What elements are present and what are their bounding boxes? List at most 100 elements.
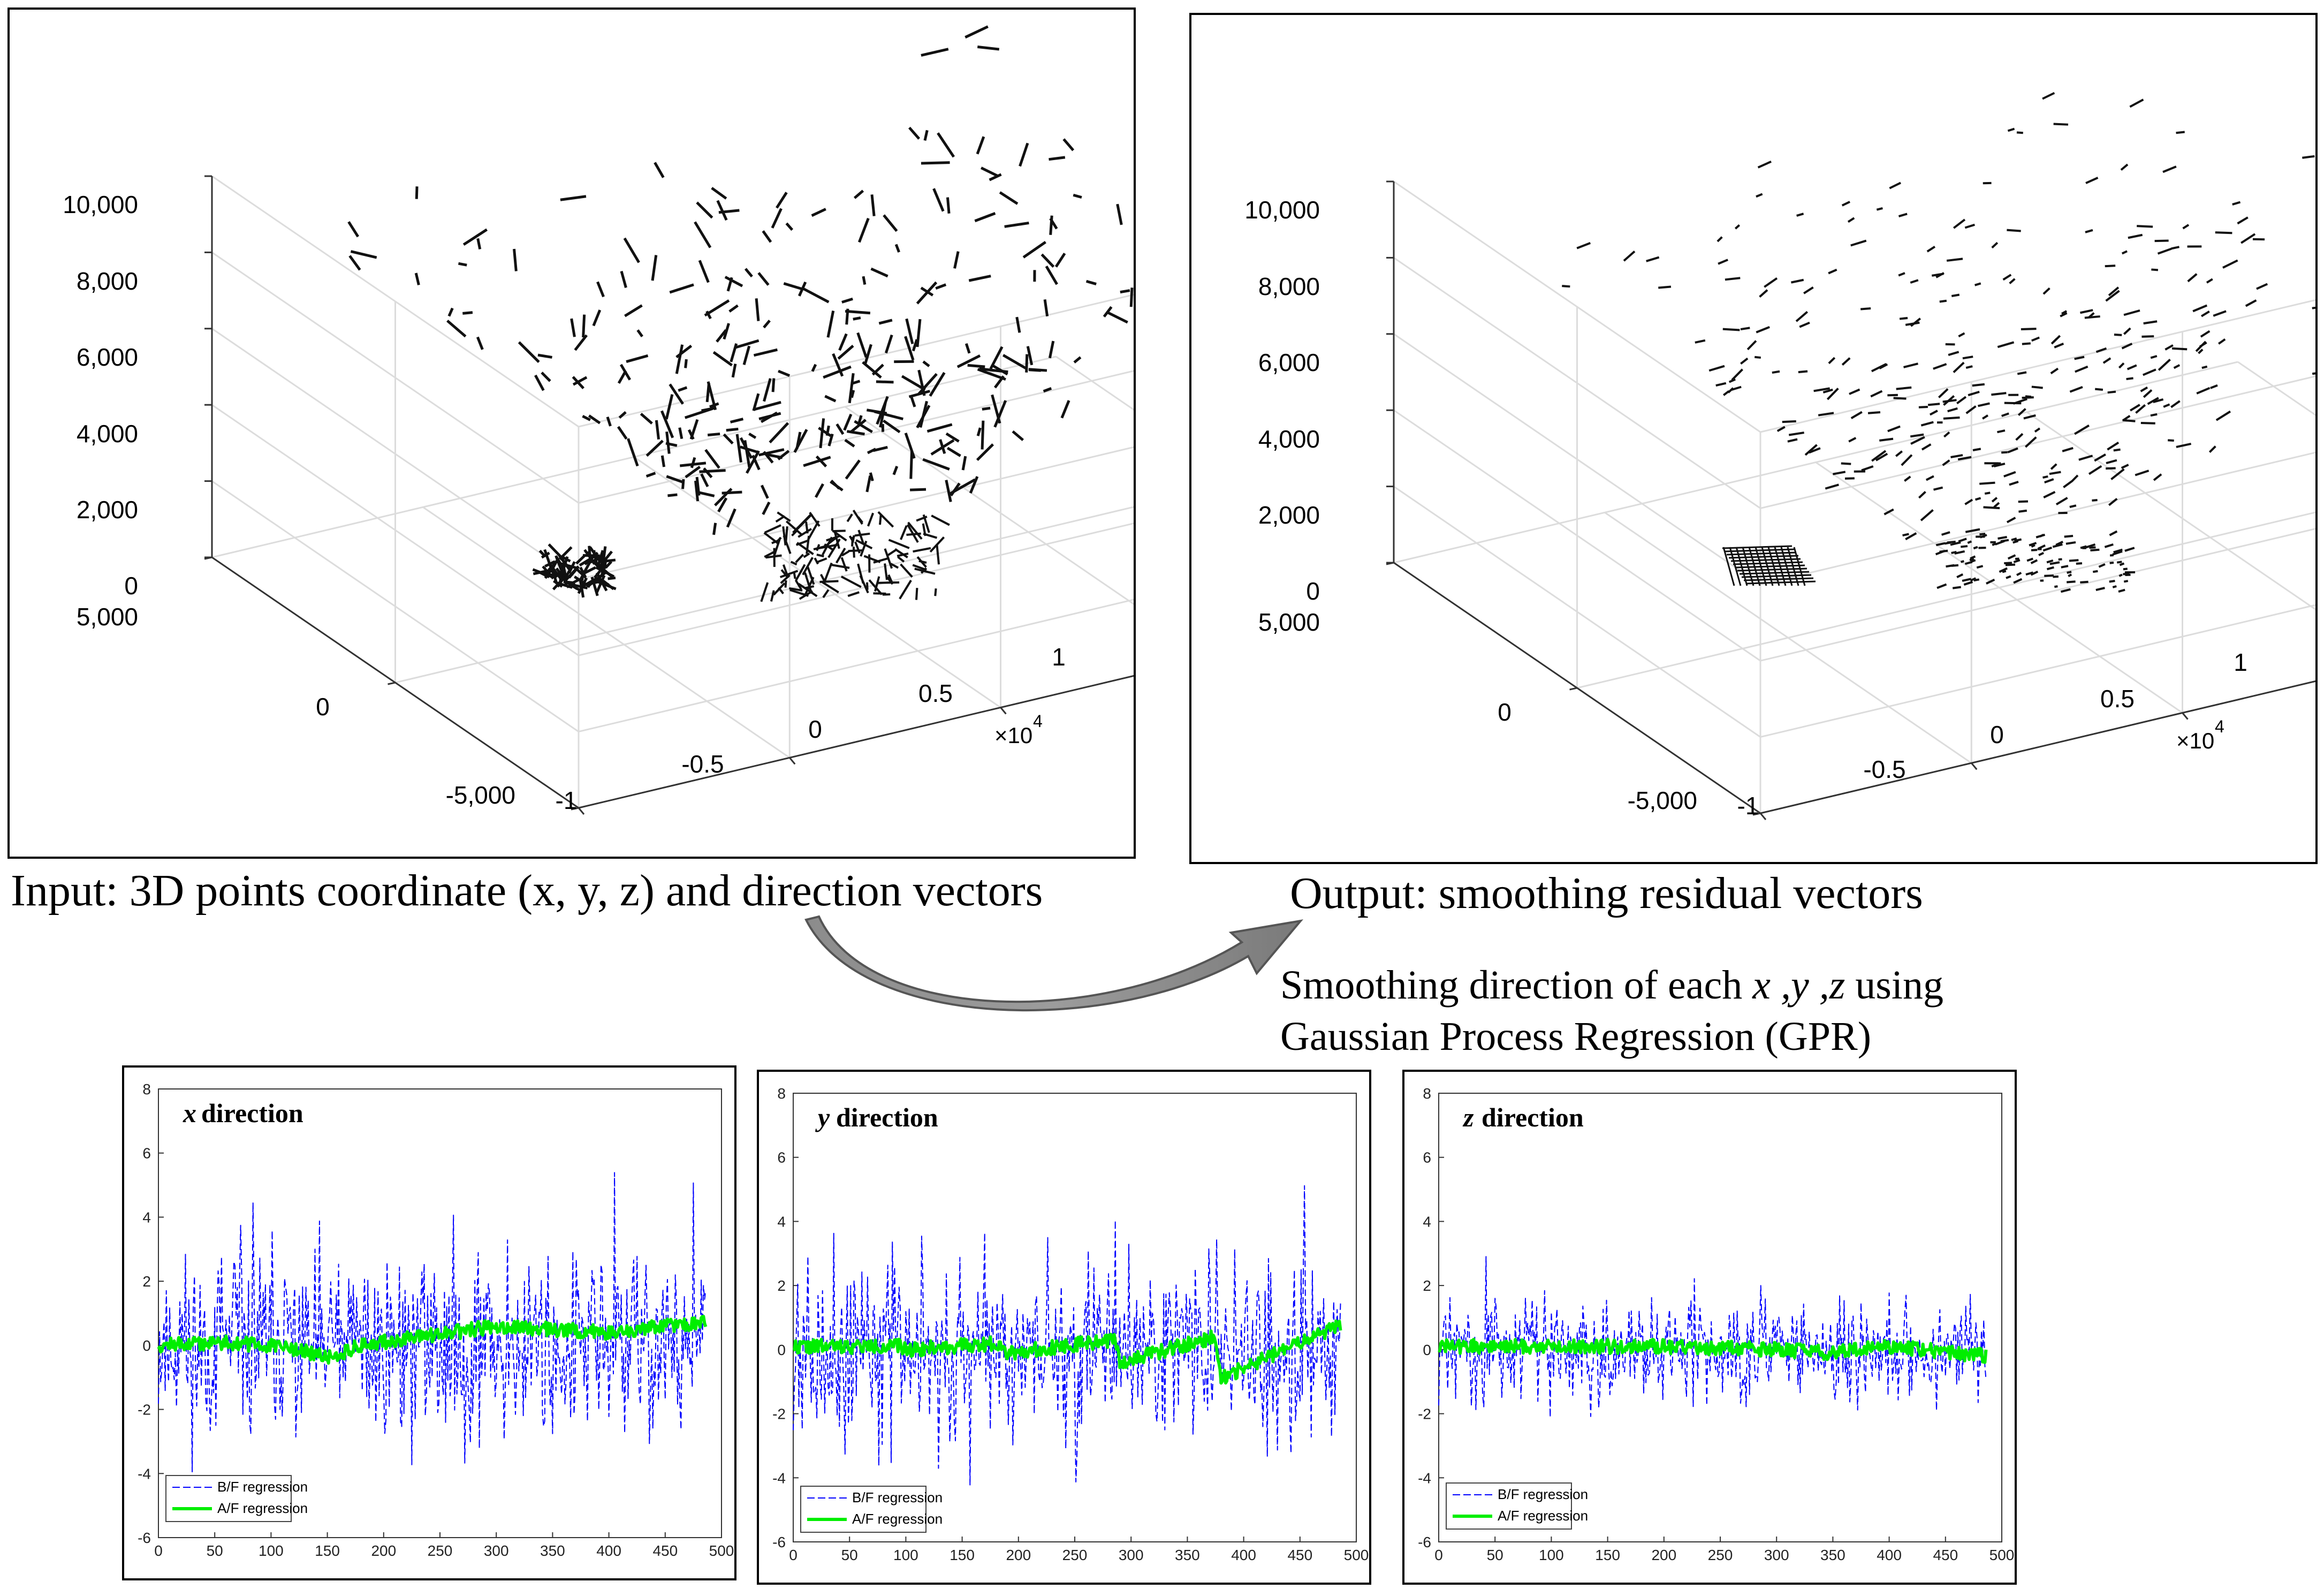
x-tick-label: 350 bbox=[1820, 1547, 1845, 1563]
direction-vector bbox=[548, 562, 562, 580]
y-tick-label: -6 bbox=[1418, 1534, 1431, 1550]
direction-vector bbox=[782, 526, 787, 546]
direction-vector bbox=[865, 582, 869, 590]
direction-vector bbox=[1968, 390, 1980, 397]
direction-vector bbox=[623, 237, 640, 263]
direction-vector bbox=[1731, 368, 1743, 381]
direction-vector bbox=[909, 450, 914, 479]
direction-vector bbox=[798, 281, 807, 297]
x-tick-label: 100 bbox=[259, 1542, 284, 1559]
direction-vector bbox=[2095, 587, 2105, 591]
x-tick-mark bbox=[1971, 762, 1978, 770]
y-tick-label: -2 bbox=[772, 1406, 786, 1422]
direction-vector bbox=[763, 532, 780, 545]
direction-vector bbox=[2092, 570, 2098, 573]
bf-regression-line bbox=[158, 1172, 707, 1473]
gpr-caption-suffix: using bbox=[1845, 963, 1943, 1008]
direction-vector bbox=[854, 420, 873, 434]
direction-vector bbox=[1899, 316, 1908, 320]
direction-vector bbox=[2241, 233, 2256, 244]
direction-vector bbox=[582, 554, 600, 557]
y-tick-label: 6 bbox=[777, 1149, 786, 1166]
x-tick-label: 450 bbox=[652, 1542, 678, 1559]
direction-vector bbox=[2170, 400, 2181, 408]
direction-vector bbox=[1997, 429, 2006, 434]
direction-vector bbox=[690, 457, 696, 468]
direction-vector bbox=[1085, 279, 1097, 285]
direction-vector bbox=[1939, 299, 1947, 303]
direction-vector bbox=[2094, 453, 2106, 462]
direction-vector bbox=[848, 373, 855, 404]
y-direction-chart: 0 50 100 150 200 250 300 350 400 450 500 -6 -4 -2 0 2 4 6… bbox=[772, 1085, 1369, 1563]
direction-vector bbox=[2118, 362, 2125, 369]
direction-vector bbox=[1049, 217, 1058, 230]
direction-vector bbox=[870, 267, 888, 278]
direction-vector bbox=[1910, 279, 1919, 284]
direction-vector bbox=[700, 473, 709, 488]
direction-vector bbox=[1895, 450, 1903, 457]
plot-box bbox=[158, 1088, 722, 1538]
z-tick-label: 8,000 bbox=[77, 267, 138, 295]
direction-vector bbox=[458, 262, 467, 267]
direction-vector bbox=[1129, 287, 1134, 307]
direction-vector bbox=[2168, 439, 2174, 442]
direction-vector bbox=[758, 412, 781, 420]
direction-vector bbox=[513, 248, 518, 271]
direction-vector bbox=[841, 297, 853, 304]
direction-vector bbox=[2107, 390, 2116, 394]
x-tick-label: 150 bbox=[1595, 1547, 1620, 1563]
direction-vector bbox=[716, 200, 728, 221]
direction-vector bbox=[1956, 573, 1964, 579]
direction-vector bbox=[1953, 218, 1966, 229]
direction-vector bbox=[1931, 273, 1944, 277]
grid-line bbox=[1577, 509, 2324, 689]
gpr-caption-vars: x ,y ,z bbox=[1752, 963, 1845, 1008]
direction-vector bbox=[697, 491, 715, 497]
direction-vector bbox=[1954, 550, 1965, 555]
direction-vector bbox=[795, 554, 804, 563]
direction-vector bbox=[675, 344, 693, 359]
direction-vector bbox=[2074, 424, 2090, 435]
direction-vector bbox=[571, 585, 580, 592]
direction-vector bbox=[1727, 387, 1734, 394]
output-3d-axes bbox=[1386, 180, 2324, 820]
direction-vector bbox=[2055, 497, 2068, 505]
direction-vector bbox=[1933, 363, 1947, 370]
direction-vector bbox=[823, 365, 852, 379]
direction-vector bbox=[825, 425, 830, 436]
direction-vector bbox=[2098, 563, 2106, 568]
y-tick-label: 4 bbox=[1423, 1213, 1431, 1230]
direction-vector bbox=[560, 195, 587, 201]
direction-vector bbox=[2256, 283, 2268, 290]
direction-vector bbox=[1879, 437, 1894, 442]
direction-vector bbox=[1973, 546, 1978, 550]
direction-vector bbox=[1991, 392, 2007, 396]
direction-vector bbox=[866, 408, 887, 415]
output-3d-chart: 0 2,000 4,000 6,000 8,000 10,000 5,000 0… bbox=[1244, 92, 2324, 820]
series-group bbox=[157, 1172, 708, 1473]
direction-vector bbox=[908, 126, 921, 140]
direction-vector bbox=[2069, 504, 2077, 508]
direction-vector bbox=[2105, 290, 2120, 302]
direction-vector bbox=[1943, 431, 1950, 438]
y-tick-label: 0 bbox=[1498, 698, 1512, 726]
direction-vector bbox=[762, 501, 771, 516]
direction-vector bbox=[1898, 272, 1905, 277]
grid-line bbox=[395, 481, 1240, 684]
y-direction-panel: 0 50 100 150 200 250 300 350 400 450 500 -6 -4 -2 0 2 4 6… bbox=[757, 1070, 1371, 1585]
series-group bbox=[792, 1185, 1342, 1486]
grid-line bbox=[578, 606, 1423, 809]
z-tick-label: 6,000 bbox=[77, 343, 138, 371]
direction-vector bbox=[2187, 273, 2198, 283]
y-tick-label: -6 bbox=[138, 1530, 151, 1546]
direction-vector bbox=[899, 579, 912, 600]
direction-vector bbox=[574, 334, 588, 351]
y-tick-label: 5,000 bbox=[1258, 608, 1320, 636]
legend-box bbox=[1446, 1482, 1572, 1530]
direction-vector bbox=[869, 472, 874, 481]
y-tick-label: 2 bbox=[777, 1277, 786, 1294]
direction-vector bbox=[2018, 509, 2027, 513]
direction-vector bbox=[916, 319, 922, 347]
direction-vector bbox=[2030, 559, 2038, 564]
direction-vector bbox=[1974, 282, 1981, 286]
